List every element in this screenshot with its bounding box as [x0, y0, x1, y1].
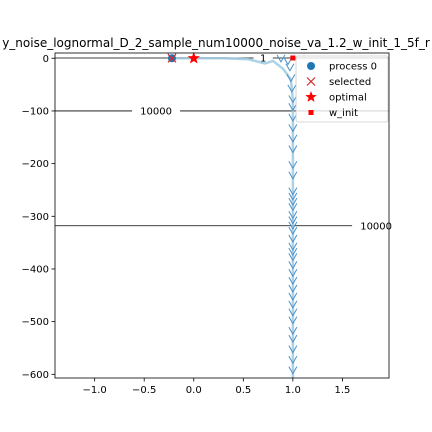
process-path-layer	[171, 57, 295, 378]
legend-entry: selected	[306, 77, 371, 88]
selected-marker	[288, 308, 298, 317]
legend-x-icon	[306, 77, 316, 86]
plot-frame	[54, 52, 390, 379]
contour-label: 10000	[140, 106, 172, 117]
x-axis-ticks: −1.0 −0.5 0.0 0.5 1.0 1.5	[82, 378, 350, 396]
w-init-marker	[290, 55, 296, 61]
selected-marker	[288, 211, 298, 220]
legend-square-icon	[308, 110, 314, 115]
special-markers-layer	[167, 51, 296, 64]
x-tick-label: −0.5	[132, 385, 156, 396]
process-path	[171, 57, 295, 378]
selected-marker	[288, 192, 298, 201]
selected-marker	[288, 234, 298, 244]
selected-marker	[288, 134, 298, 143]
legend-entry: optimal	[305, 91, 367, 104]
selected-marker	[276, 54, 286, 63]
selected-marker	[288, 161, 298, 170]
y-tick-label: −600	[22, 370, 49, 381]
y-axis-ticks: 0 −100 −200 −300 −400 −500 −600	[22, 54, 55, 381]
selected-marker	[288, 124, 298, 133]
selected-marker	[285, 63, 295, 72]
selected-start-marker	[167, 53, 177, 63]
selected-marker	[288, 253, 298, 262]
selected-marker	[288, 197, 298, 207]
selected-marker	[288, 326, 298, 336]
selected-marker	[288, 316, 298, 325]
legend-circle-icon	[307, 62, 315, 70]
selected-marker	[288, 261, 298, 270]
legend-label: w_init	[329, 108, 358, 119]
x-tick-label: 0.0	[186, 385, 202, 396]
selected-marker	[288, 95, 298, 104]
y-tick-label: −500	[22, 317, 49, 328]
legend-entry: w_init	[308, 108, 358, 119]
legend-label: selected	[329, 77, 371, 88]
legend-label: process 0	[329, 62, 377, 73]
selected-marker	[288, 300, 298, 309]
selected-markers-layer	[167, 53, 298, 375]
selected-marker	[288, 103, 298, 112]
optimal-star-marker	[187, 51, 200, 64]
y-tick-label: −400	[22, 264, 49, 275]
chart-title: y_noise_lognormal_D_2_sample_num10000_no…	[2, 36, 430, 50]
y-tick-label: −200	[22, 159, 49, 170]
contour-label: 10000	[360, 221, 392, 232]
legend: process 0 selected optimal w_init	[295, 55, 389, 123]
legend-label: optimal	[329, 93, 367, 104]
y-tick-label: −100	[22, 106, 49, 117]
selected-marker	[288, 284, 298, 294]
selected-marker	[288, 145, 298, 154]
contour-label: 1	[260, 54, 266, 65]
selected-marker	[288, 276, 298, 286]
selected-marker	[288, 171, 298, 180]
selected-marker	[288, 355, 298, 365]
selected-marker	[288, 113, 298, 122]
selected-marker	[288, 247, 298, 257]
x-tick-label: 1.5	[334, 385, 350, 396]
selected-marker	[288, 345, 298, 354]
selected-marker	[286, 74, 296, 83]
selected-marker	[288, 203, 298, 212]
y-tick-label: −300	[22, 212, 49, 223]
selected-marker	[288, 334, 298, 344]
selected-marker	[288, 292, 298, 301]
selected-marker	[287, 84, 297, 93]
legend-star-icon	[305, 91, 317, 102]
selected-marker	[288, 221, 298, 230]
selected-marker	[288, 226, 298, 236]
x-tick-label: 1.0	[285, 385, 301, 396]
legend-box	[295, 55, 389, 123]
x-tick-label: 0.5	[235, 385, 251, 396]
selected-marker	[288, 366, 298, 375]
selected-marker	[288, 216, 298, 225]
selected-marker	[288, 187, 298, 196]
x-tick-label: −1.0	[82, 385, 106, 396]
selected-marker	[288, 242, 298, 251]
legend-entry: process 0	[307, 62, 377, 73]
y-tick-label: 0	[43, 54, 49, 65]
selected-marker	[288, 268, 298, 278]
